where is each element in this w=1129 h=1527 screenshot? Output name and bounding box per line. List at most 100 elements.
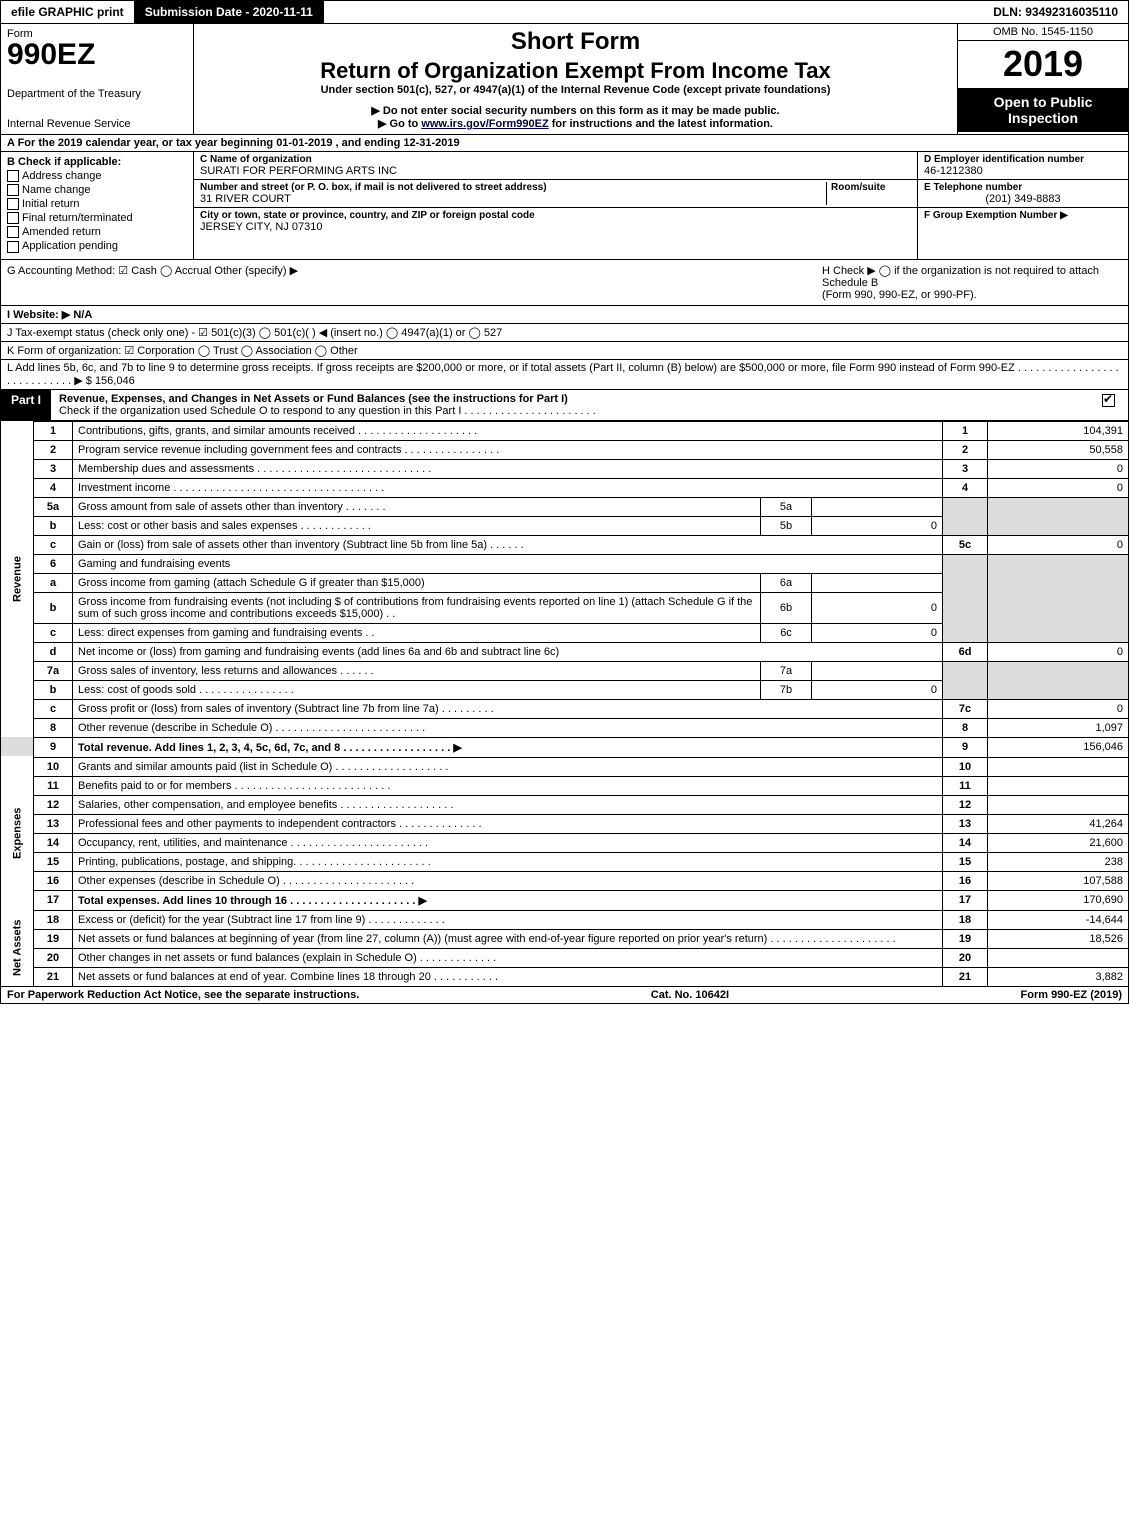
- l7b-n: b: [34, 680, 73, 699]
- l13-n: 13: [34, 814, 73, 833]
- omb-number: OMB No. 1545-1150: [958, 24, 1128, 41]
- gross-receipts-row: L Add lines 5b, 6c, and 7b to line 9 to …: [0, 360, 1129, 390]
- l5a-sv: [812, 497, 943, 516]
- l5ab-grey-v: [988, 497, 1129, 535]
- l21-d: Net assets or fund balances at end of ye…: [73, 967, 943, 986]
- side-netassets: Net Assets: [1, 910, 34, 986]
- col-b-checkboxes: B Check if applicable: Address change Na…: [1, 152, 194, 259]
- part1-header-row: Part I Revenue, Expenses, and Changes in…: [0, 390, 1129, 421]
- h-line1: H Check ▶ ◯ if the organization is not r…: [822, 264, 1122, 289]
- line-7c: c Gross profit or (loss) from sales of i…: [1, 699, 1129, 718]
- l12-ln: 12: [943, 795, 988, 814]
- footer-center: Cat. No. 10642I: [359, 989, 1020, 1001]
- footer-right: Form 990-EZ (2019): [1021, 989, 1122, 1001]
- l8-ln: 8: [943, 718, 988, 737]
- info-block: B Check if applicable: Address change Na…: [0, 152, 1129, 260]
- l6c-n: c: [34, 623, 73, 642]
- l10-ln: 10: [943, 757, 988, 776]
- l14-d: Occupancy, rent, utilities, and maintena…: [73, 833, 943, 852]
- form-subtitle: Under section 501(c), 527, or 4947(a)(1)…: [204, 84, 947, 96]
- efile-button[interactable]: efile GRAPHIC print: [1, 1, 135, 23]
- open-public: Open to Public Inspection: [958, 88, 1128, 132]
- form-title: Return of Organization Exempt From Incom…: [204, 58, 947, 84]
- l6d-d: Net income or (loss) from gaming and fun…: [73, 642, 943, 661]
- group-exemption-cell: F Group Exemption Number ▶: [918, 208, 1128, 223]
- l7c-n: c: [34, 699, 73, 718]
- opt-amended-return[interactable]: Amended return: [7, 226, 187, 238]
- l6b-d: Gross income from fundraising events (no…: [73, 592, 761, 623]
- l8-n: 8: [34, 718, 73, 737]
- l21-ln: 21: [943, 967, 988, 986]
- l7b-d: Less: cost of goods sold . . . . . . . .…: [73, 680, 761, 699]
- line-1: Revenue 1 Contributions, gifts, grants, …: [1, 421, 1129, 440]
- opt-label: Application pending: [22, 240, 118, 252]
- l16-d: Other expenses (describe in Schedule O) …: [73, 871, 943, 890]
- l15-v: 238: [988, 852, 1129, 871]
- l17-v: 170,690: [988, 890, 1129, 910]
- l2-v: 50,558: [988, 440, 1129, 459]
- tel-label: E Telephone number: [924, 182, 1122, 193]
- line-21: 21 Net assets or fund balances at end of…: [1, 967, 1129, 986]
- opt-label: Final return/terminated: [22, 212, 133, 224]
- l9-ln: 9: [943, 737, 988, 757]
- line-16: 16 Other expenses (describe in Schedule …: [1, 871, 1129, 890]
- line-19: 19 Net assets or fund balances at beginn…: [1, 929, 1129, 948]
- ssn-note: ▶ Do not enter social security numbers o…: [204, 104, 947, 117]
- l5c-d: Gain or (loss) from sale of assets other…: [73, 535, 943, 554]
- footer: For Paperwork Reduction Act Notice, see …: [0, 987, 1129, 1004]
- l13-v: 41,264: [988, 814, 1129, 833]
- l7b-sl: 7b: [761, 680, 812, 699]
- col-c-org-info: C Name of organization SURATI FOR PERFOR…: [194, 152, 918, 259]
- accounting-method: G Accounting Method: ☑ Cash ◯ Accrual Ot…: [7, 264, 822, 301]
- line-5c: c Gain or (loss) from sale of assets oth…: [1, 535, 1129, 554]
- l20-n: 20: [34, 948, 73, 967]
- l6a-n: a: [34, 573, 73, 592]
- opt-initial-return[interactable]: Initial return: [7, 198, 187, 210]
- line-7a: 7a Gross sales of inventory, less return…: [1, 661, 1129, 680]
- l17-n: 17: [34, 890, 73, 910]
- line-3: 3 Membership dues and assessments . . . …: [1, 459, 1129, 478]
- l21-n: 21: [34, 967, 73, 986]
- l7-grey: [943, 661, 988, 699]
- dln-label: DLN: 93492316035110: [983, 1, 1128, 23]
- opt-address-change[interactable]: Address change: [7, 170, 187, 182]
- l3-ln: 3: [943, 459, 988, 478]
- opt-label: Initial return: [22, 198, 79, 210]
- opt-label: Amended return: [22, 226, 101, 238]
- ein-cell: D Employer identification number 46-1212…: [918, 152, 1128, 180]
- l11-d: Benefits paid to or for members . . . . …: [73, 776, 943, 795]
- l7a-d: Gross sales of inventory, less returns a…: [73, 661, 761, 680]
- website-row: I Website: ▶ N/A: [0, 306, 1129, 324]
- submission-date-button[interactable]: Submission Date - 2020-11-11: [135, 1, 324, 23]
- l6c-sl: 6c: [761, 623, 812, 642]
- l5a-n: 5a: [34, 497, 73, 516]
- form-number: 990EZ: [7, 40, 187, 70]
- part1-checkbox[interactable]: [1092, 390, 1128, 420]
- irs-link[interactable]: www.irs.gov/Form990EZ: [421, 118, 548, 130]
- part1-tag: Part I: [1, 390, 51, 420]
- line-8: 8 Other revenue (describe in Schedule O)…: [1, 718, 1129, 737]
- side-blank: [1, 737, 34, 757]
- l5b-sl: 5b: [761, 516, 812, 535]
- l2-n: 2: [34, 440, 73, 459]
- side-revenue: Revenue: [1, 421, 34, 737]
- short-form-title: Short Form: [204, 28, 947, 56]
- lines-table: Revenue 1 Contributions, gifts, grants, …: [0, 421, 1129, 987]
- opt-label: Name change: [22, 184, 91, 196]
- org-name: SURATI FOR PERFORMING ARTS INC: [200, 165, 911, 177]
- part1-sub: Check if the organization used Schedule …: [59, 405, 596, 417]
- l6a-sl: 6a: [761, 573, 812, 592]
- topbar-spacer: [324, 1, 983, 23]
- line-14: 14 Occupancy, rent, utilities, and maint…: [1, 833, 1129, 852]
- opt-name-change[interactable]: Name change: [7, 184, 187, 196]
- opt-application-pending[interactable]: Application pending: [7, 240, 187, 252]
- l13-ln: 13: [943, 814, 988, 833]
- l5a-d: Gross amount from sale of assets other t…: [73, 497, 761, 516]
- tax-exempt-row: J Tax-exempt status (check only one) - ☑…: [0, 324, 1129, 342]
- line-12: 12 Salaries, other compensation, and emp…: [1, 795, 1129, 814]
- opt-final-return[interactable]: Final return/terminated: [7, 212, 187, 224]
- l7c-v: 0: [988, 699, 1129, 718]
- l6b-n: b: [34, 592, 73, 623]
- l12-v: [988, 795, 1129, 814]
- l14-n: 14: [34, 833, 73, 852]
